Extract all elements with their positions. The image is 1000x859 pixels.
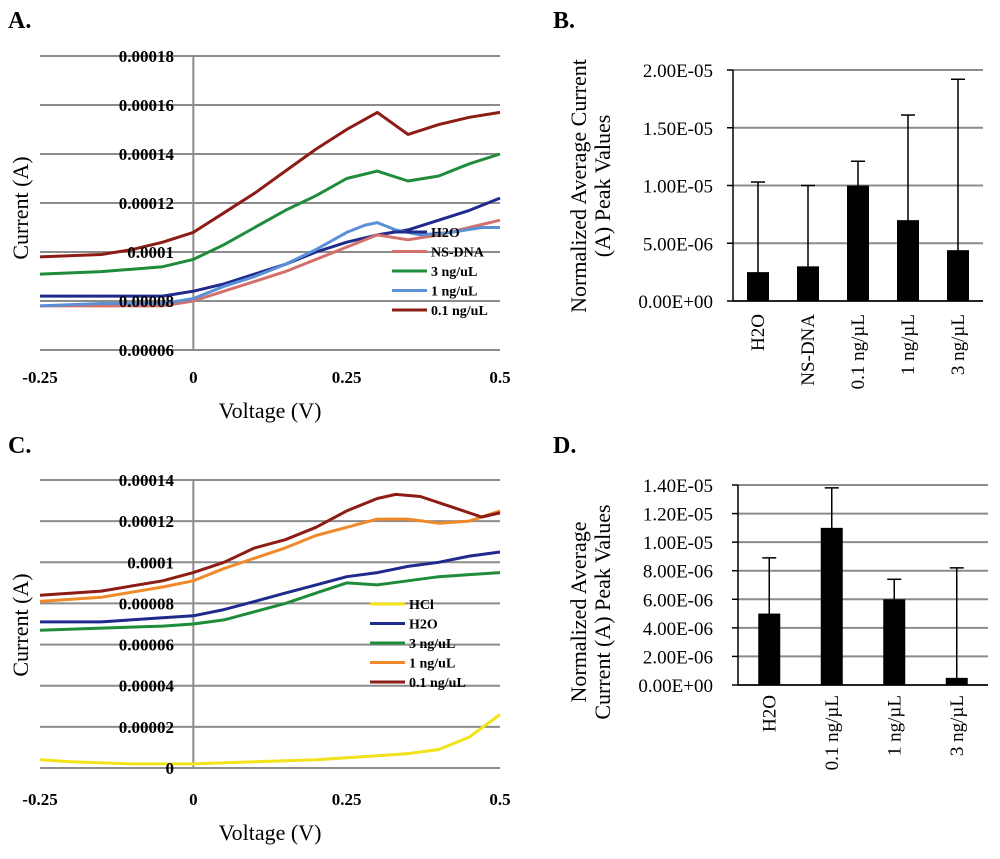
x-axis-title: Voltage (V) (219, 398, 322, 423)
panel-d-bar-chart: D. 0.00E+00 2.00E-06 4.00E-06 6.00E-06 8.00E-… (553, 433, 988, 770)
y-axis-title: Current (A) (8, 156, 33, 259)
x-tick-label: 0.25 (332, 368, 362, 387)
legend-label-3-ng-ul: 3 ng/uL (431, 265, 477, 280)
category-label-0-1-ng-ul: 0.1 ng/µL (848, 314, 869, 389)
x-tick-label: -0.25 (22, 368, 57, 387)
panel-label: B. (553, 8, 575, 34)
y-tick-label: 0.00014 (119, 145, 175, 164)
y-tick-label: 0.00018 (119, 47, 174, 66)
y-tick-label: 1.40E-05 (643, 476, 713, 497)
category-label-3-ng-ul: 3 ng/µL (948, 314, 969, 375)
y-tick-label: 0.00012 (119, 194, 174, 213)
y-tick-label: 0.00008 (119, 594, 174, 613)
y-tick-label: 1.50E-05 (643, 119, 713, 140)
legend-label-1-ng-ul: 1 ng/uL (409, 657, 455, 672)
panel-c-line-chart: C. 0 0.00002 0.00004 0.00006 0.00008 0.0001 0.0… (8, 433, 511, 845)
y-tick-label: 0.0001 (127, 243, 174, 262)
y-tick-label: 1.20E-05 (643, 505, 713, 526)
panel-label: C. (8, 433, 31, 459)
y-tick-label: 0.00014 (119, 471, 175, 490)
series-line-0-1-ng-ul (39, 492, 501, 597)
y-tick-label: 0.00008 (119, 292, 174, 311)
x-tick-label: 0.5 (489, 790, 510, 809)
y-tick-label: 0.00004 (119, 677, 175, 696)
x-axis-title: Voltage (V) (219, 820, 322, 845)
panel-b-bar-chart: B. 0.00E+00 5.00E-06 1.00E-05 1.50E-05 2.00E-… (553, 8, 983, 389)
legend-label-ns-dna: NS-DNA (431, 246, 485, 261)
x-tick-label: 0 (189, 368, 198, 387)
y-tick-label: 5.00E-06 (643, 234, 713, 255)
y-tick-label: 0.00E+00 (638, 676, 713, 697)
y-tick-label: 1.00E-05 (643, 533, 713, 554)
category-label-1-ng-ul: 1 ng/µL (884, 695, 905, 756)
y-tick-label: 0 (166, 759, 175, 778)
category-label-h2o: H2O (748, 314, 769, 351)
legend: H2O NS-DNA 3 ng/uL 1 ng/uL 0.1 ng/uL (392, 226, 488, 319)
series-line-3-ng-ul (39, 571, 501, 632)
x-tick-label: 0 (189, 790, 198, 809)
y-axis-title-line: Current (A) Peak Values (590, 504, 615, 719)
x-tick-label: 0.5 (489, 368, 510, 387)
series-line-ns-dna (40, 218, 501, 308)
y-tick-label: 0.00E+00 (638, 292, 713, 313)
legend-label-0-1-ng-ul: 0.1 ng/uL (431, 304, 488, 319)
y-tick-label: 0.00016 (119, 96, 174, 115)
series-line-h2o (40, 550, 501, 624)
legend-label-0-1-ng-ul: 0.1 ng/uL (409, 676, 466, 691)
y-axis-title: Normalized AverageCurrent (A) Peak Value… (566, 504, 615, 719)
y-tick-label: 1.00E-05 (643, 177, 713, 198)
series-line-3-ng-ul (39, 152, 501, 276)
category-label-1-ng-ul: 1 ng/µL (898, 314, 919, 375)
y-axis-title: Current (A) (8, 573, 33, 676)
y-tick-label: 8.00E-06 (643, 562, 713, 583)
legend-label-hcl: HCl (409, 598, 434, 613)
series-line-hcl (39, 713, 501, 766)
legend-label-h2o: H2O (409, 618, 438, 633)
category-label-h2o: H2O (759, 695, 780, 732)
panel-label: A. (8, 8, 31, 34)
y-tick-label: 2.00E-06 (643, 647, 713, 668)
legend-label-3-ng-ul: 3 ng/uL (409, 637, 455, 652)
category-label-ns-dna: NS-DNA (798, 314, 819, 386)
x-tick-label: -0.25 (22, 790, 57, 809)
y-tick-label: 0.00002 (119, 718, 174, 737)
category-label-3-ng-ul: 3 ng/µL (947, 695, 968, 756)
y-tick-label: 2.00E-05 (643, 61, 713, 82)
series-line-1-ng-ul (39, 221, 500, 308)
y-axis-title: Normalized Average Current(A) Peak Value… (566, 59, 615, 313)
panel-a-line-chart: A. 0.00006 0.00008 0.0001 0.00012 0.00014 0.00… (8, 8, 511, 423)
legend-label-1-ng-ul: 1 ng/uL (431, 285, 477, 300)
x-tick-label: 0.25 (332, 790, 362, 809)
y-axis-title-line: Normalized Average Current (566, 59, 591, 313)
category-label-0-1-ng-ul: 0.1 ng/µL (822, 695, 843, 770)
y-tick-label: 0.00006 (119, 341, 174, 360)
series-line-0-1-ng-ul (39, 110, 501, 259)
y-axis-title-line: Normalized Average (566, 521, 591, 702)
legend-label-h2o: H2O (431, 226, 460, 241)
y-tick-label: 0.00012 (119, 512, 174, 531)
series-line-1-ng-ul (39, 509, 501, 603)
y-axis-title-line: (A) Peak Values (590, 115, 615, 258)
y-tick-label: 6.00E-06 (643, 590, 713, 611)
panel-label: D. (553, 433, 576, 459)
y-tick-label: 0.00006 (119, 636, 174, 655)
y-tick-label: 0.0001 (127, 553, 174, 572)
y-tick-label: 4.00E-06 (643, 619, 713, 640)
legend: HCl H2O 3 ng/uL 1 ng/uL 0.1 ng/uL (370, 598, 466, 691)
